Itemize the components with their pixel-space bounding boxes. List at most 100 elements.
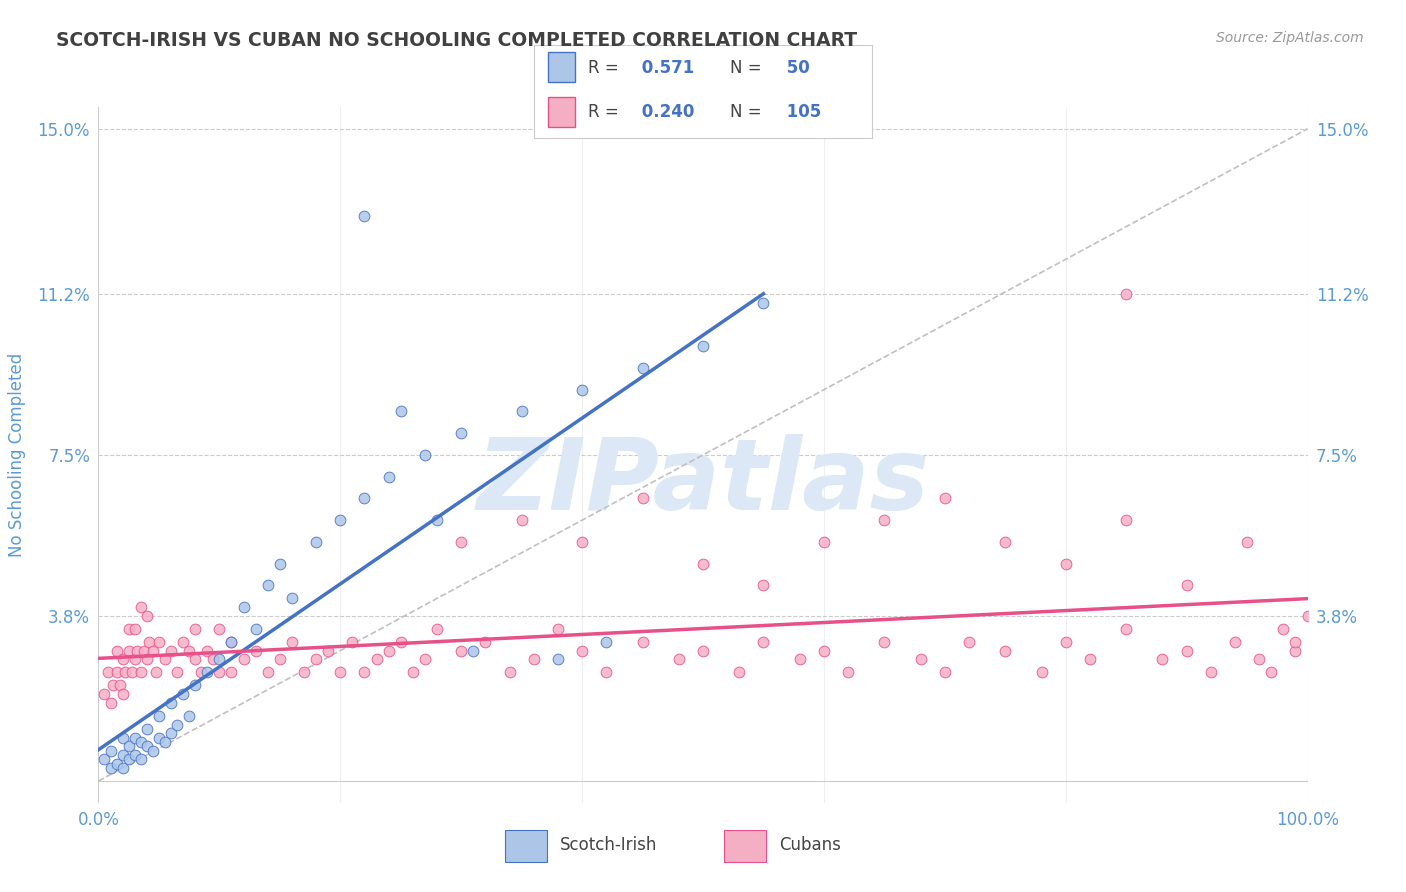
Point — [1223, 635, 1246, 649]
Point — [934, 491, 956, 506]
Point — [166, 717, 188, 731]
Point — [366, 652, 388, 666]
Point — [153, 652, 176, 666]
Point — [1115, 287, 1137, 301]
Point — [179, 643, 201, 657]
Point — [353, 665, 375, 680]
Point — [910, 652, 932, 666]
Point — [208, 652, 231, 666]
Point — [166, 665, 188, 680]
Text: 0.571: 0.571 — [636, 59, 693, 77]
Point — [111, 731, 134, 745]
Point — [121, 665, 143, 680]
Point — [1054, 557, 1077, 571]
Point — [547, 652, 569, 666]
Point — [957, 635, 980, 649]
Point — [463, 643, 485, 657]
Point — [93, 752, 115, 766]
Point — [269, 652, 291, 666]
Point — [114, 665, 136, 680]
Point — [135, 608, 157, 623]
Point — [111, 761, 134, 775]
Point — [281, 635, 304, 649]
Point — [1272, 622, 1295, 636]
Point — [1115, 622, 1137, 636]
Point — [523, 652, 546, 666]
Point — [148, 731, 170, 745]
Point — [184, 652, 207, 666]
Point — [232, 652, 254, 666]
Point — [93, 687, 115, 701]
Point — [179, 708, 201, 723]
Point — [129, 735, 152, 749]
Point — [389, 404, 412, 418]
Point — [450, 426, 472, 441]
Point — [402, 665, 425, 680]
Text: ZIPatlas: ZIPatlas — [477, 434, 929, 532]
FancyBboxPatch shape — [548, 52, 575, 82]
Point — [571, 643, 593, 657]
Point — [124, 622, 146, 636]
Point — [377, 643, 399, 657]
Point — [101, 678, 124, 692]
Point — [118, 739, 141, 754]
Point — [208, 622, 231, 636]
Point — [195, 665, 218, 680]
Point — [245, 622, 267, 636]
Point — [256, 665, 278, 680]
Point — [426, 622, 449, 636]
Point — [1031, 665, 1053, 680]
Point — [1152, 652, 1174, 666]
Point — [202, 652, 225, 666]
Point — [316, 643, 339, 657]
Point — [837, 665, 859, 680]
Point — [129, 665, 152, 680]
Point — [124, 747, 146, 762]
Point — [450, 534, 472, 549]
Point — [873, 513, 896, 527]
Point — [934, 665, 956, 680]
Point — [342, 635, 364, 649]
Point — [1078, 652, 1101, 666]
Point — [329, 513, 352, 527]
Point — [127, 643, 149, 657]
Point — [153, 735, 176, 749]
Point — [100, 761, 122, 775]
Point — [97, 665, 120, 680]
Point — [1175, 643, 1198, 657]
Point — [1236, 534, 1258, 549]
Point — [450, 643, 472, 657]
Point — [142, 643, 165, 657]
Point — [105, 643, 128, 657]
Point — [138, 635, 160, 649]
Point — [135, 739, 157, 754]
Point — [124, 652, 146, 666]
Point — [994, 534, 1017, 549]
Point — [510, 404, 533, 418]
Point — [547, 622, 569, 636]
Point — [269, 557, 291, 571]
Text: Scotch-Irish: Scotch-Irish — [560, 836, 657, 855]
Point — [111, 687, 134, 701]
Text: Source: ZipAtlas.com: Source: ZipAtlas.com — [1216, 31, 1364, 45]
Point — [124, 731, 146, 745]
Point — [353, 491, 375, 506]
Point — [172, 635, 194, 649]
Point — [232, 600, 254, 615]
FancyBboxPatch shape — [724, 830, 766, 863]
Point — [389, 635, 412, 649]
Point — [631, 491, 654, 506]
Point — [195, 643, 218, 657]
Point — [789, 652, 811, 666]
Point — [105, 756, 128, 771]
Point — [571, 534, 593, 549]
Text: R =: R = — [588, 103, 624, 121]
Text: Cubans: Cubans — [779, 836, 841, 855]
Point — [1284, 643, 1306, 657]
Point — [413, 448, 436, 462]
Point — [305, 534, 328, 549]
Point — [145, 665, 167, 680]
Point — [1284, 635, 1306, 649]
Point — [221, 635, 243, 649]
Point — [256, 578, 278, 592]
